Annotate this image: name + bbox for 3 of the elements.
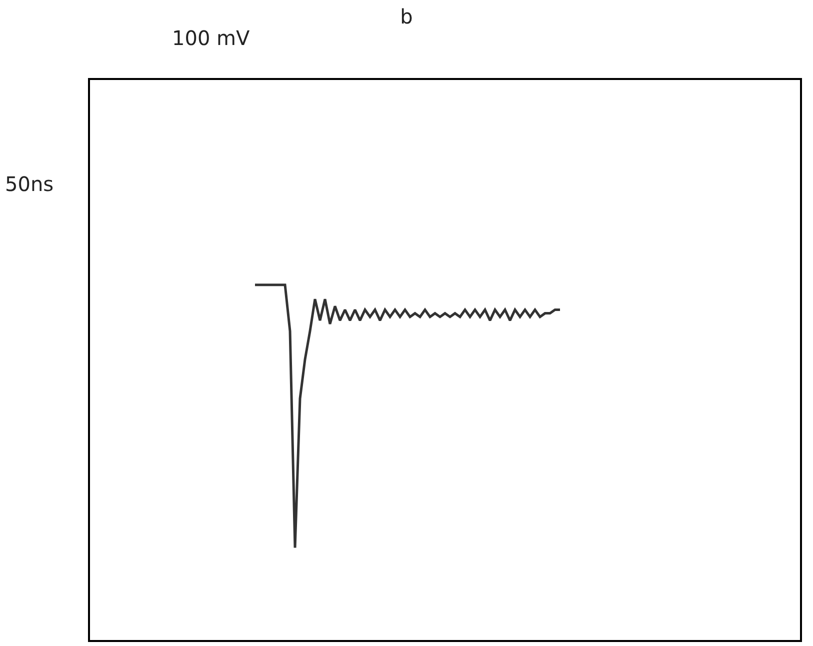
text: 50ns (5, 172, 54, 196)
text: 100 mV (172, 26, 250, 50)
chart-title: b (400, 4, 413, 29)
